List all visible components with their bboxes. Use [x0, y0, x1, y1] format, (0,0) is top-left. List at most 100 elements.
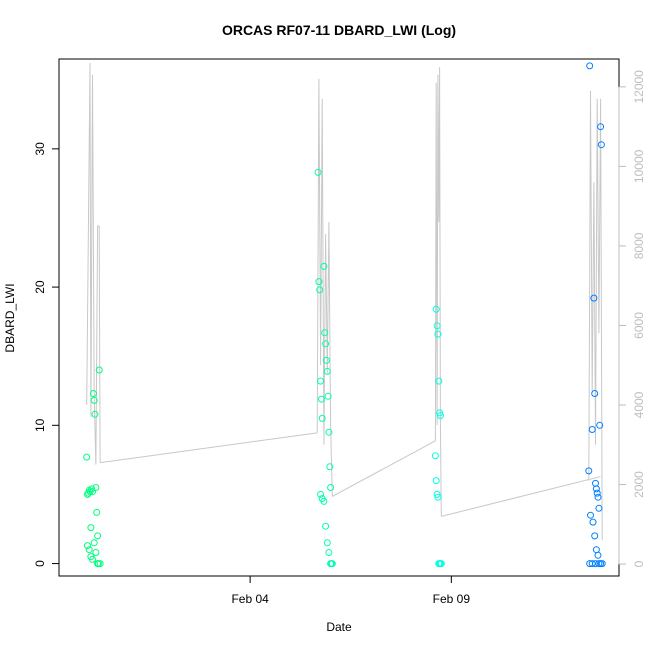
- y-tick-label-2: 20: [33, 280, 47, 294]
- data-point-rf07-19: [90, 539, 98, 547]
- y-tick-label-1: 10: [33, 418, 47, 432]
- data-point-rf08-19: [323, 539, 331, 547]
- data-point-rf10-13: [587, 511, 594, 519]
- data-point-rf07-5: [87, 524, 95, 532]
- data-point-rf08-9: [322, 356, 330, 364]
- y2-tick-label-0: 0: [632, 560, 646, 567]
- data-point-rf08-10: [323, 367, 331, 375]
- data-point-rf09-6: [431, 452, 439, 460]
- y-axis: 0 10 20 30: [33, 142, 60, 567]
- data-point-rf10-23: [598, 560, 606, 568]
- data-point-rf07-2: [84, 489, 92, 497]
- x-tick-label-0: Feb 04: [231, 592, 269, 606]
- data-point-rf08-3: [317, 377, 325, 385]
- connector-line-0: [100, 432, 318, 464]
- data-point-rf07-16: [85, 546, 93, 554]
- data-point-rf07-0: [83, 453, 91, 461]
- data-point-rf07-10: [91, 410, 99, 418]
- x-axis: Feb 04 Feb 09: [231, 575, 471, 606]
- y2-tick-label-5: 10000: [632, 149, 646, 183]
- data-point-rf10-12: [595, 504, 603, 512]
- data-point-rf08-1: [315, 278, 323, 286]
- data-point-rf08-18: [322, 522, 330, 530]
- data-point-rf09-13: [437, 560, 445, 568]
- data-point-rf10-1: [597, 123, 605, 131]
- data-point-rf08-17: [320, 497, 328, 505]
- data-point-rf09-0: [432, 305, 440, 313]
- x-axis-label: Date: [326, 620, 352, 634]
- data-point-rf08-11: [324, 392, 332, 400]
- y2-tick-label-4: 8000: [632, 232, 646, 259]
- data-point-rf09-7: [432, 477, 440, 485]
- data-point-rf10-20: [592, 560, 599, 568]
- data-point-rf08-23: [328, 560, 336, 568]
- data-point-rf09-9: [434, 493, 442, 501]
- data-point-rf09-8: [433, 490, 441, 498]
- data-point-rf07-15: [84, 542, 91, 550]
- data-point-rf10-14: [589, 518, 597, 526]
- y-axis-label: DBARD_LWI: [3, 283, 17, 352]
- data-point-rf10-15: [591, 532, 599, 540]
- data-point-rf07-18: [89, 555, 96, 563]
- data-points: [83, 62, 606, 568]
- data-point-rf10-0: [586, 62, 594, 70]
- x-tick-label-1: Feb 09: [433, 592, 471, 606]
- data-point-rf08-8: [322, 340, 330, 348]
- data-point-rf08-6: [320, 262, 328, 270]
- data-point-rf10-5: [596, 421, 604, 429]
- altitude-trace-rf09: [434, 66, 442, 517]
- flight-connectors: [100, 432, 601, 517]
- data-point-rf10-7: [585, 467, 593, 475]
- data-point-rf10-6: [588, 426, 596, 433]
- data-point-rf09-2: [434, 330, 442, 338]
- data-point-rf08-13: [326, 463, 334, 471]
- altitude-trace-rf08: [316, 78, 333, 497]
- data-point-rf08-7: [321, 329, 329, 337]
- y2-axis: 0 2000 4000 6000 8000 10000 12000: [618, 70, 646, 567]
- connector-line-1: [332, 440, 436, 497]
- data-point-rf10-4: [591, 390, 599, 397]
- data-point-rf07-13: [94, 532, 102, 540]
- data-point-rf08-2: [316, 286, 324, 294]
- data-point-rf07-14: [95, 366, 103, 374]
- y-tick-label-0: 0: [33, 560, 47, 567]
- connector-line-2: [441, 476, 601, 517]
- data-point-rf08-15: [317, 490, 325, 498]
- y2-tick-label-3: 6000: [632, 312, 646, 339]
- data-point-rf07-9: [90, 396, 98, 404]
- data-point-rf07-20: [92, 549, 100, 556]
- data-point-rf09-5: [436, 412, 444, 420]
- data-point-rf08-4: [317, 395, 325, 403]
- data-point-rf10-9: [592, 485, 600, 493]
- data-point-rf10-3: [590, 294, 598, 302]
- data-point-rf07-23: [96, 560, 104, 568]
- data-point-rf10-11: [594, 493, 602, 501]
- data-point-rf08-12: [325, 428, 333, 436]
- y-tick-label-3: 30: [33, 142, 47, 156]
- y2-tick-label-1: 2000: [632, 471, 646, 498]
- altitude-trace-rf07: [86, 62, 101, 465]
- data-point-rf07-7: [89, 488, 96, 496]
- data-point-rf10-8: [592, 479, 599, 487]
- data-point-rf10-16: [592, 546, 600, 554]
- altitude-trace-rf10: [588, 90, 603, 541]
- altitude-traces: [86, 62, 603, 541]
- y2-tick-label-2: 4000: [632, 391, 646, 418]
- data-point-rf10-19: [588, 560, 596, 568]
- data-point-rf08-14: [327, 484, 335, 491]
- data-point-rf10-17: [594, 551, 602, 559]
- plot-frame: [58, 58, 620, 577]
- data-point-rf07-12: [93, 508, 101, 516]
- data-point-rf08-0: [314, 168, 322, 176]
- data-point-rf08-5: [318, 414, 326, 422]
- data-point-rf07-11: [92, 484, 100, 491]
- data-point-rf10-10: [593, 489, 601, 497]
- data-point-rf08-20: [325, 549, 333, 556]
- y2-tick-label-6: 12000: [632, 70, 646, 104]
- data-point-rf07-6: [88, 485, 96, 493]
- data-point-rf07-8: [89, 390, 97, 397]
- data-point-rf09-1: [433, 322, 441, 330]
- data-point-rf10-2: [597, 141, 605, 149]
- data-point-rf09-3: [435, 377, 443, 385]
